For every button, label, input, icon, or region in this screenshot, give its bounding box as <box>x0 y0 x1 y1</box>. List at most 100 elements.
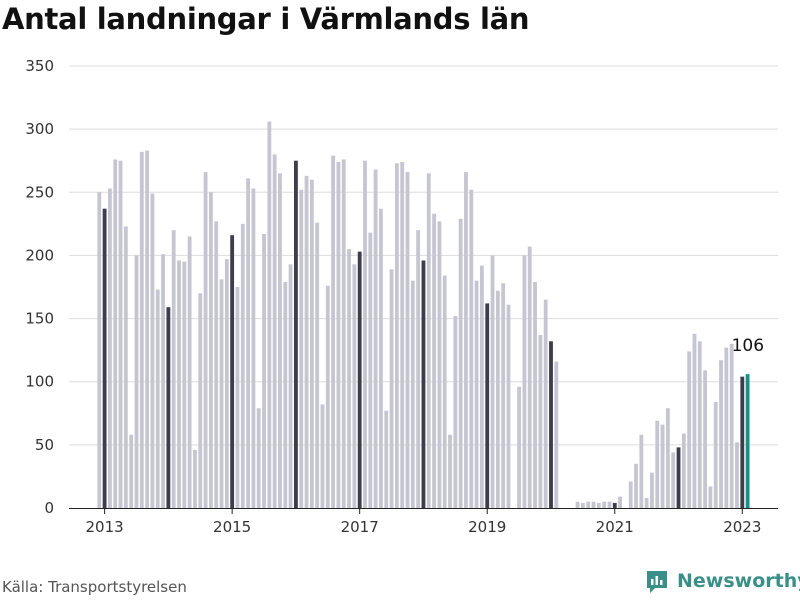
bar <box>341 159 346 508</box>
bar <box>102 208 107 508</box>
bar <box>469 189 474 508</box>
bar <box>703 370 708 508</box>
bar <box>416 230 421 509</box>
y-axis-labels: 0 50 100 150 200 250 300 350 <box>25 57 54 517</box>
bar <box>182 261 187 508</box>
bar <box>506 304 511 508</box>
bar <box>347 249 351 509</box>
bar <box>639 434 644 508</box>
bar <box>602 501 607 508</box>
bar <box>208 192 213 509</box>
bar <box>495 290 500 508</box>
bar <box>655 420 660 508</box>
bar <box>665 408 670 508</box>
bar <box>288 264 293 508</box>
bar <box>331 155 336 508</box>
bar <box>394 163 399 509</box>
bar <box>735 442 739 508</box>
bar <box>309 179 314 508</box>
bar <box>543 299 548 508</box>
bar <box>549 341 553 508</box>
bar <box>650 472 654 508</box>
bar <box>108 188 112 508</box>
bar <box>671 452 676 508</box>
bar <box>246 178 250 508</box>
bar <box>618 496 622 508</box>
y-tick-label: 350 <box>25 57 54 75</box>
bar <box>740 376 745 508</box>
bar <box>517 386 522 508</box>
bar <box>575 501 580 508</box>
bar <box>389 269 394 508</box>
bar <box>118 160 123 508</box>
bar <box>384 410 389 508</box>
bar <box>171 230 176 509</box>
bar <box>586 501 591 508</box>
bar <box>687 351 692 508</box>
bar <box>458 218 463 508</box>
x-tick-label: 2019 <box>468 518 506 536</box>
bar <box>432 213 436 508</box>
y-tick-label: 100 <box>25 373 54 391</box>
x-tick-label: 2023 <box>723 518 761 536</box>
bar <box>166 307 171 508</box>
bar <box>607 501 612 508</box>
bar <box>363 160 367 508</box>
bar <box>203 172 208 508</box>
y-tick-label: 300 <box>25 120 54 138</box>
bar <box>453 316 458 508</box>
bar <box>628 481 633 508</box>
bar <box>235 287 240 508</box>
bar <box>527 246 532 508</box>
brand-name: Newsworthy <box>677 570 800 592</box>
bar <box>379 208 383 508</box>
bar <box>283 281 288 508</box>
bar <box>230 235 235 508</box>
bar <box>155 289 160 508</box>
bar <box>580 502 585 508</box>
bar <box>256 408 261 508</box>
bar <box>448 434 452 508</box>
y-tick-label: 150 <box>25 310 54 328</box>
bar <box>745 374 750 508</box>
bar <box>161 254 165 508</box>
bar <box>724 347 729 508</box>
bar <box>251 188 256 508</box>
bar <box>224 259 229 508</box>
bar <box>533 281 537 508</box>
bar <box>267 121 272 508</box>
bar <box>214 221 219 508</box>
bar <box>177 260 181 508</box>
newsworthy-logo-icon <box>647 571 667 593</box>
bar <box>352 264 357 508</box>
bar <box>522 255 527 508</box>
bar <box>304 175 309 508</box>
bar <box>129 434 134 508</box>
bar <box>198 293 203 508</box>
bar <box>315 222 320 508</box>
bar <box>634 463 638 508</box>
bar <box>373 169 378 509</box>
bar <box>596 502 601 508</box>
bar <box>187 236 192 509</box>
x-axis: 2013 2015 2017 2019 2021 2023 <box>69 508 778 536</box>
bar <box>591 501 596 508</box>
x-tick-label: 2013 <box>86 518 124 536</box>
bar <box>272 154 277 508</box>
bar <box>139 151 144 508</box>
bar <box>442 275 447 508</box>
bar <box>405 172 410 508</box>
bar <box>538 334 543 508</box>
bar <box>676 447 681 508</box>
bar <box>336 161 341 509</box>
bar <box>320 404 325 508</box>
bar <box>134 255 139 508</box>
bar <box>708 486 713 508</box>
annotations: 106 <box>732 336 764 356</box>
bars <box>97 121 750 509</box>
bar <box>474 280 479 508</box>
source-note: Källa: Transportstyrelsen <box>2 578 187 596</box>
x-tick-label: 2015 <box>213 518 251 536</box>
bar <box>501 283 506 508</box>
